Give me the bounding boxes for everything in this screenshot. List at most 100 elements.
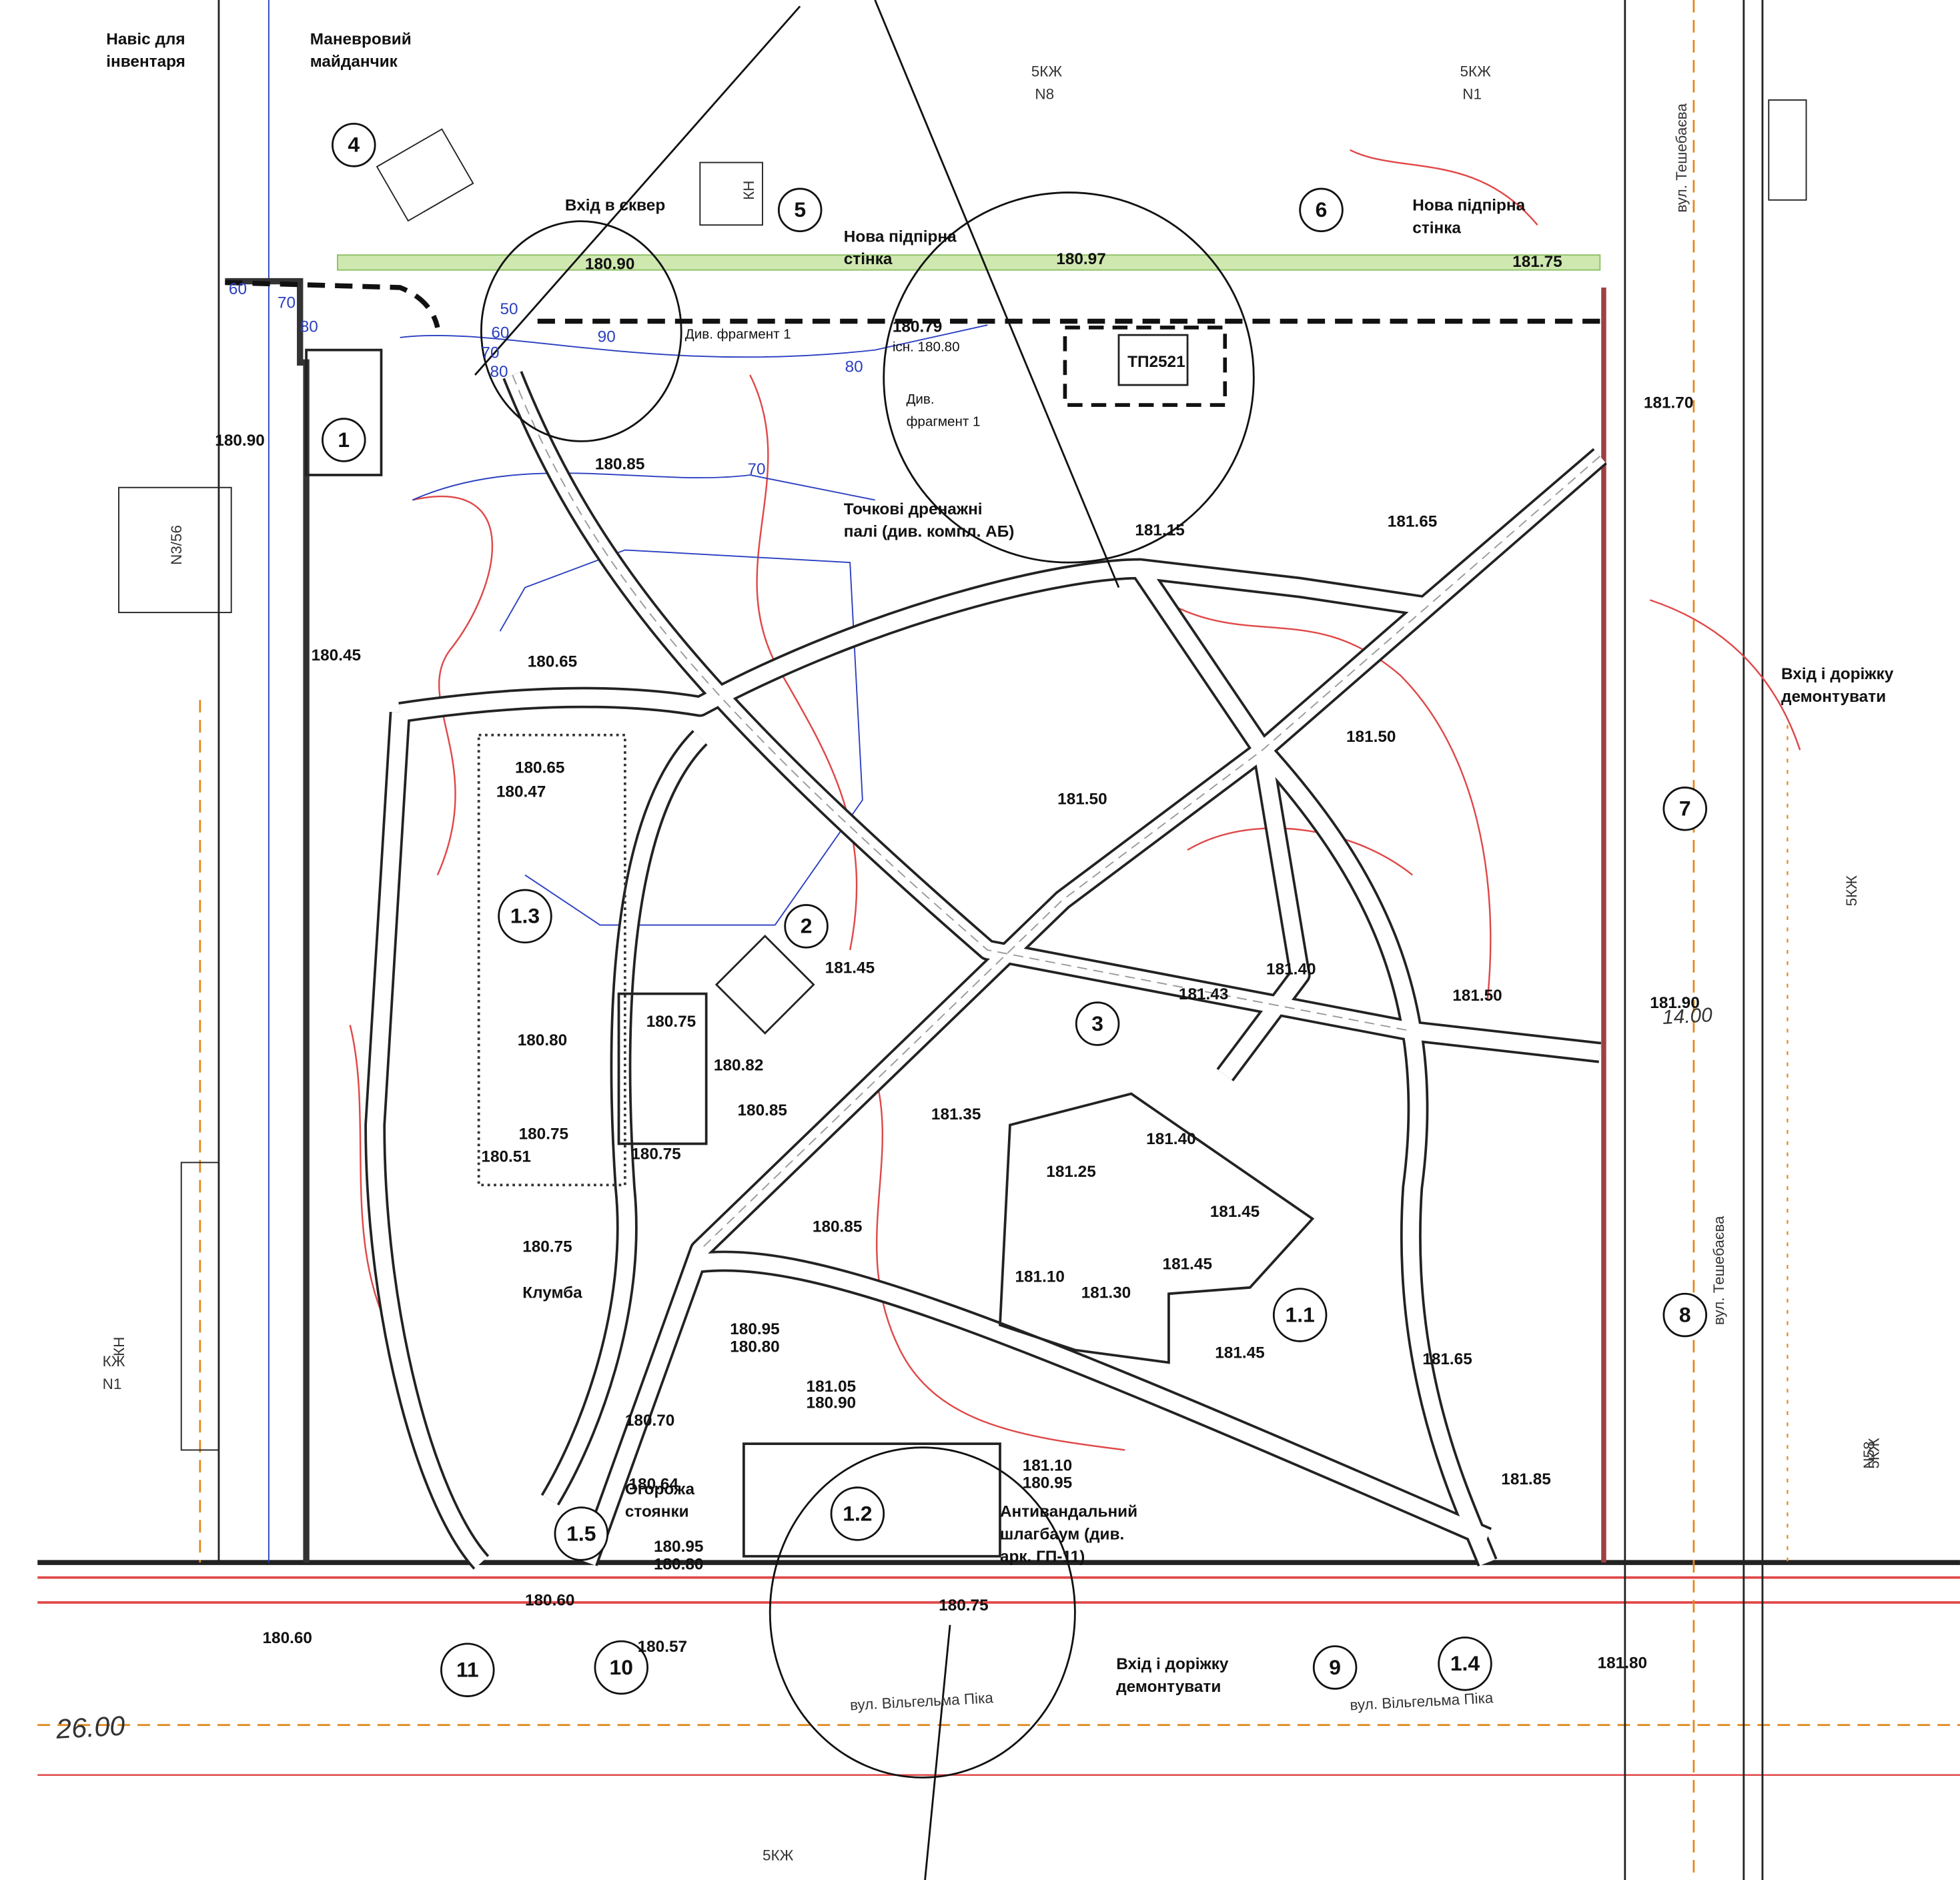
- annotation: стінка: [1412, 219, 1461, 237]
- elevation-label: 181.45: [825, 959, 875, 977]
- leader-line: [874, 0, 1120, 588]
- contour-label: 60: [229, 280, 247, 298]
- elevation-label: 180.75: [939, 1596, 988, 1614]
- elevation-label: 181.45: [1210, 1203, 1260, 1221]
- annotation: майданчик: [310, 53, 398, 71]
- contour-label: 60: [491, 324, 509, 342]
- annotation: Див. фрагмент 1: [685, 327, 791, 342]
- contours: [349, 149, 1801, 1451]
- elevation-label: 180.65: [528, 652, 577, 670]
- marker-circle: [1312, 1645, 1358, 1690]
- elevation-label: 180.60: [263, 1629, 312, 1647]
- fragment-circle: [769, 1446, 1076, 1779]
- elevation-label: 181.70: [1644, 394, 1693, 412]
- contour-line: [1161, 599, 1492, 1001]
- elevation-label: 180.90: [215, 432, 264, 450]
- elevation-label: 180.82: [714, 1057, 763, 1075]
- fragment-outline: [1063, 326, 1228, 407]
- elevation-label: 181.85: [1501, 1470, 1550, 1488]
- annotation: шлагбаум (див.: [1000, 1525, 1124, 1543]
- elevation-label: 180.97: [1056, 250, 1105, 268]
- elevation-label: 181.35: [931, 1105, 981, 1123]
- elevation-label: 180.95: [654, 1538, 703, 1556]
- annotation: демонтувати: [1781, 688, 1886, 706]
- elevation-label: 181.15: [1135, 522, 1184, 540]
- marker-circle: [1662, 787, 1708, 831]
- marker-circle: [1438, 1636, 1492, 1691]
- elevation-label: 181.75: [1512, 253, 1562, 271]
- elevation-label: 180.95: [730, 1320, 779, 1338]
- contour-label: 80: [300, 318, 318, 336]
- elevation-label: 180.85: [738, 1101, 787, 1119]
- park-boundary: [225, 278, 1606, 1563]
- elevation-label: 180.75: [522, 1238, 572, 1256]
- marker-label: 8: [1679, 1302, 1691, 1326]
- annotation: Див.: [906, 392, 934, 407]
- walkways: [364, 371, 1607, 1570]
- marker-label: 7: [1679, 797, 1691, 821]
- marker-circle: [554, 1506, 609, 1561]
- street-label: 5КЖ: [1865, 1438, 1882, 1469]
- green-wall: [336, 254, 1601, 271]
- drain-line: [412, 472, 875, 501]
- elevation-label: 181.50: [1057, 791, 1107, 809]
- annotation: фрагмент 1: [906, 414, 980, 430]
- elevation-label: 181.40: [1146, 1130, 1195, 1148]
- marker-circle: [1299, 187, 1344, 233]
- street-label: N8: [1035, 85, 1054, 102]
- marker-label: 1.2: [843, 1501, 872, 1525]
- elevation-label: 181.25: [1046, 1163, 1095, 1181]
- sports-ground: [617, 992, 708, 1145]
- marker-label: 10: [610, 1655, 633, 1679]
- annotation: арк. ГП-11): [1000, 1548, 1085, 1566]
- street-label: N1: [103, 1376, 122, 1392]
- marker-circle: [1075, 1001, 1120, 1046]
- street-label: N58: [1861, 1441, 1877, 1468]
- boundary-line: [225, 278, 310, 1563]
- elevation-label: 180.65: [515, 759, 564, 777]
- annotation: Нова підпірна: [844, 227, 957, 246]
- annotation: Точкові дренажні: [844, 500, 983, 518]
- marker-label: 9: [1329, 1655, 1341, 1679]
- parking: [743, 1442, 1001, 1558]
- street-label: 5КЖ: [1460, 63, 1491, 80]
- elevation-label: 180.75: [646, 1013, 696, 1031]
- annotation: Антивандальний: [1000, 1503, 1137, 1521]
- elevation-label: 180.64: [628, 1475, 678, 1493]
- building: [1768, 99, 1807, 201]
- elevation-label: 181.40: [1266, 960, 1316, 978]
- elevation-label: 181.65: [1388, 513, 1437, 531]
- annotation: стоянки: [625, 1503, 689, 1521]
- building: [699, 161, 763, 226]
- elevation-label: 181.10: [1015, 1268, 1064, 1286]
- elevation-label: 180.70: [625, 1412, 674, 1430]
- annotation: стінка: [844, 250, 893, 268]
- building: [118, 486, 232, 614]
- streets-layer: [37, 0, 1960, 1880]
- street-label: 14.00: [1662, 1004, 1713, 1029]
- annotation: Навіс для: [106, 30, 185, 48]
- street-label: 5КЖ: [1031, 63, 1063, 80]
- fragment-circles: [474, 0, 1255, 1880]
- walkway-center: [512, 374, 1600, 1251]
- substation: [1117, 334, 1189, 386]
- annotation: Нова підпірна: [1412, 197, 1525, 215]
- marker-label: 11: [456, 1658, 479, 1682]
- street-label: 5КЖ: [763, 1847, 794, 1863]
- playground: [999, 1092, 1315, 1364]
- contour-line: [874, 1075, 1125, 1451]
- elevation-label: 180.60: [525, 1592, 574, 1610]
- street-label: КН: [741, 180, 757, 199]
- fragment-circle: [480, 220, 682, 442]
- marker-circle: [322, 418, 366, 462]
- contour-label: 70: [278, 294, 296, 312]
- street-label: вул. Тешебаєва: [1673, 103, 1690, 213]
- contour-line: [412, 495, 494, 876]
- contour-line: [1187, 827, 1414, 876]
- marker-circle: [498, 889, 552, 944]
- building: [376, 128, 474, 222]
- elevation-label: 180.57: [638, 1638, 687, 1656]
- shed: [305, 348, 383, 476]
- contour-label: 80: [845, 358, 863, 376]
